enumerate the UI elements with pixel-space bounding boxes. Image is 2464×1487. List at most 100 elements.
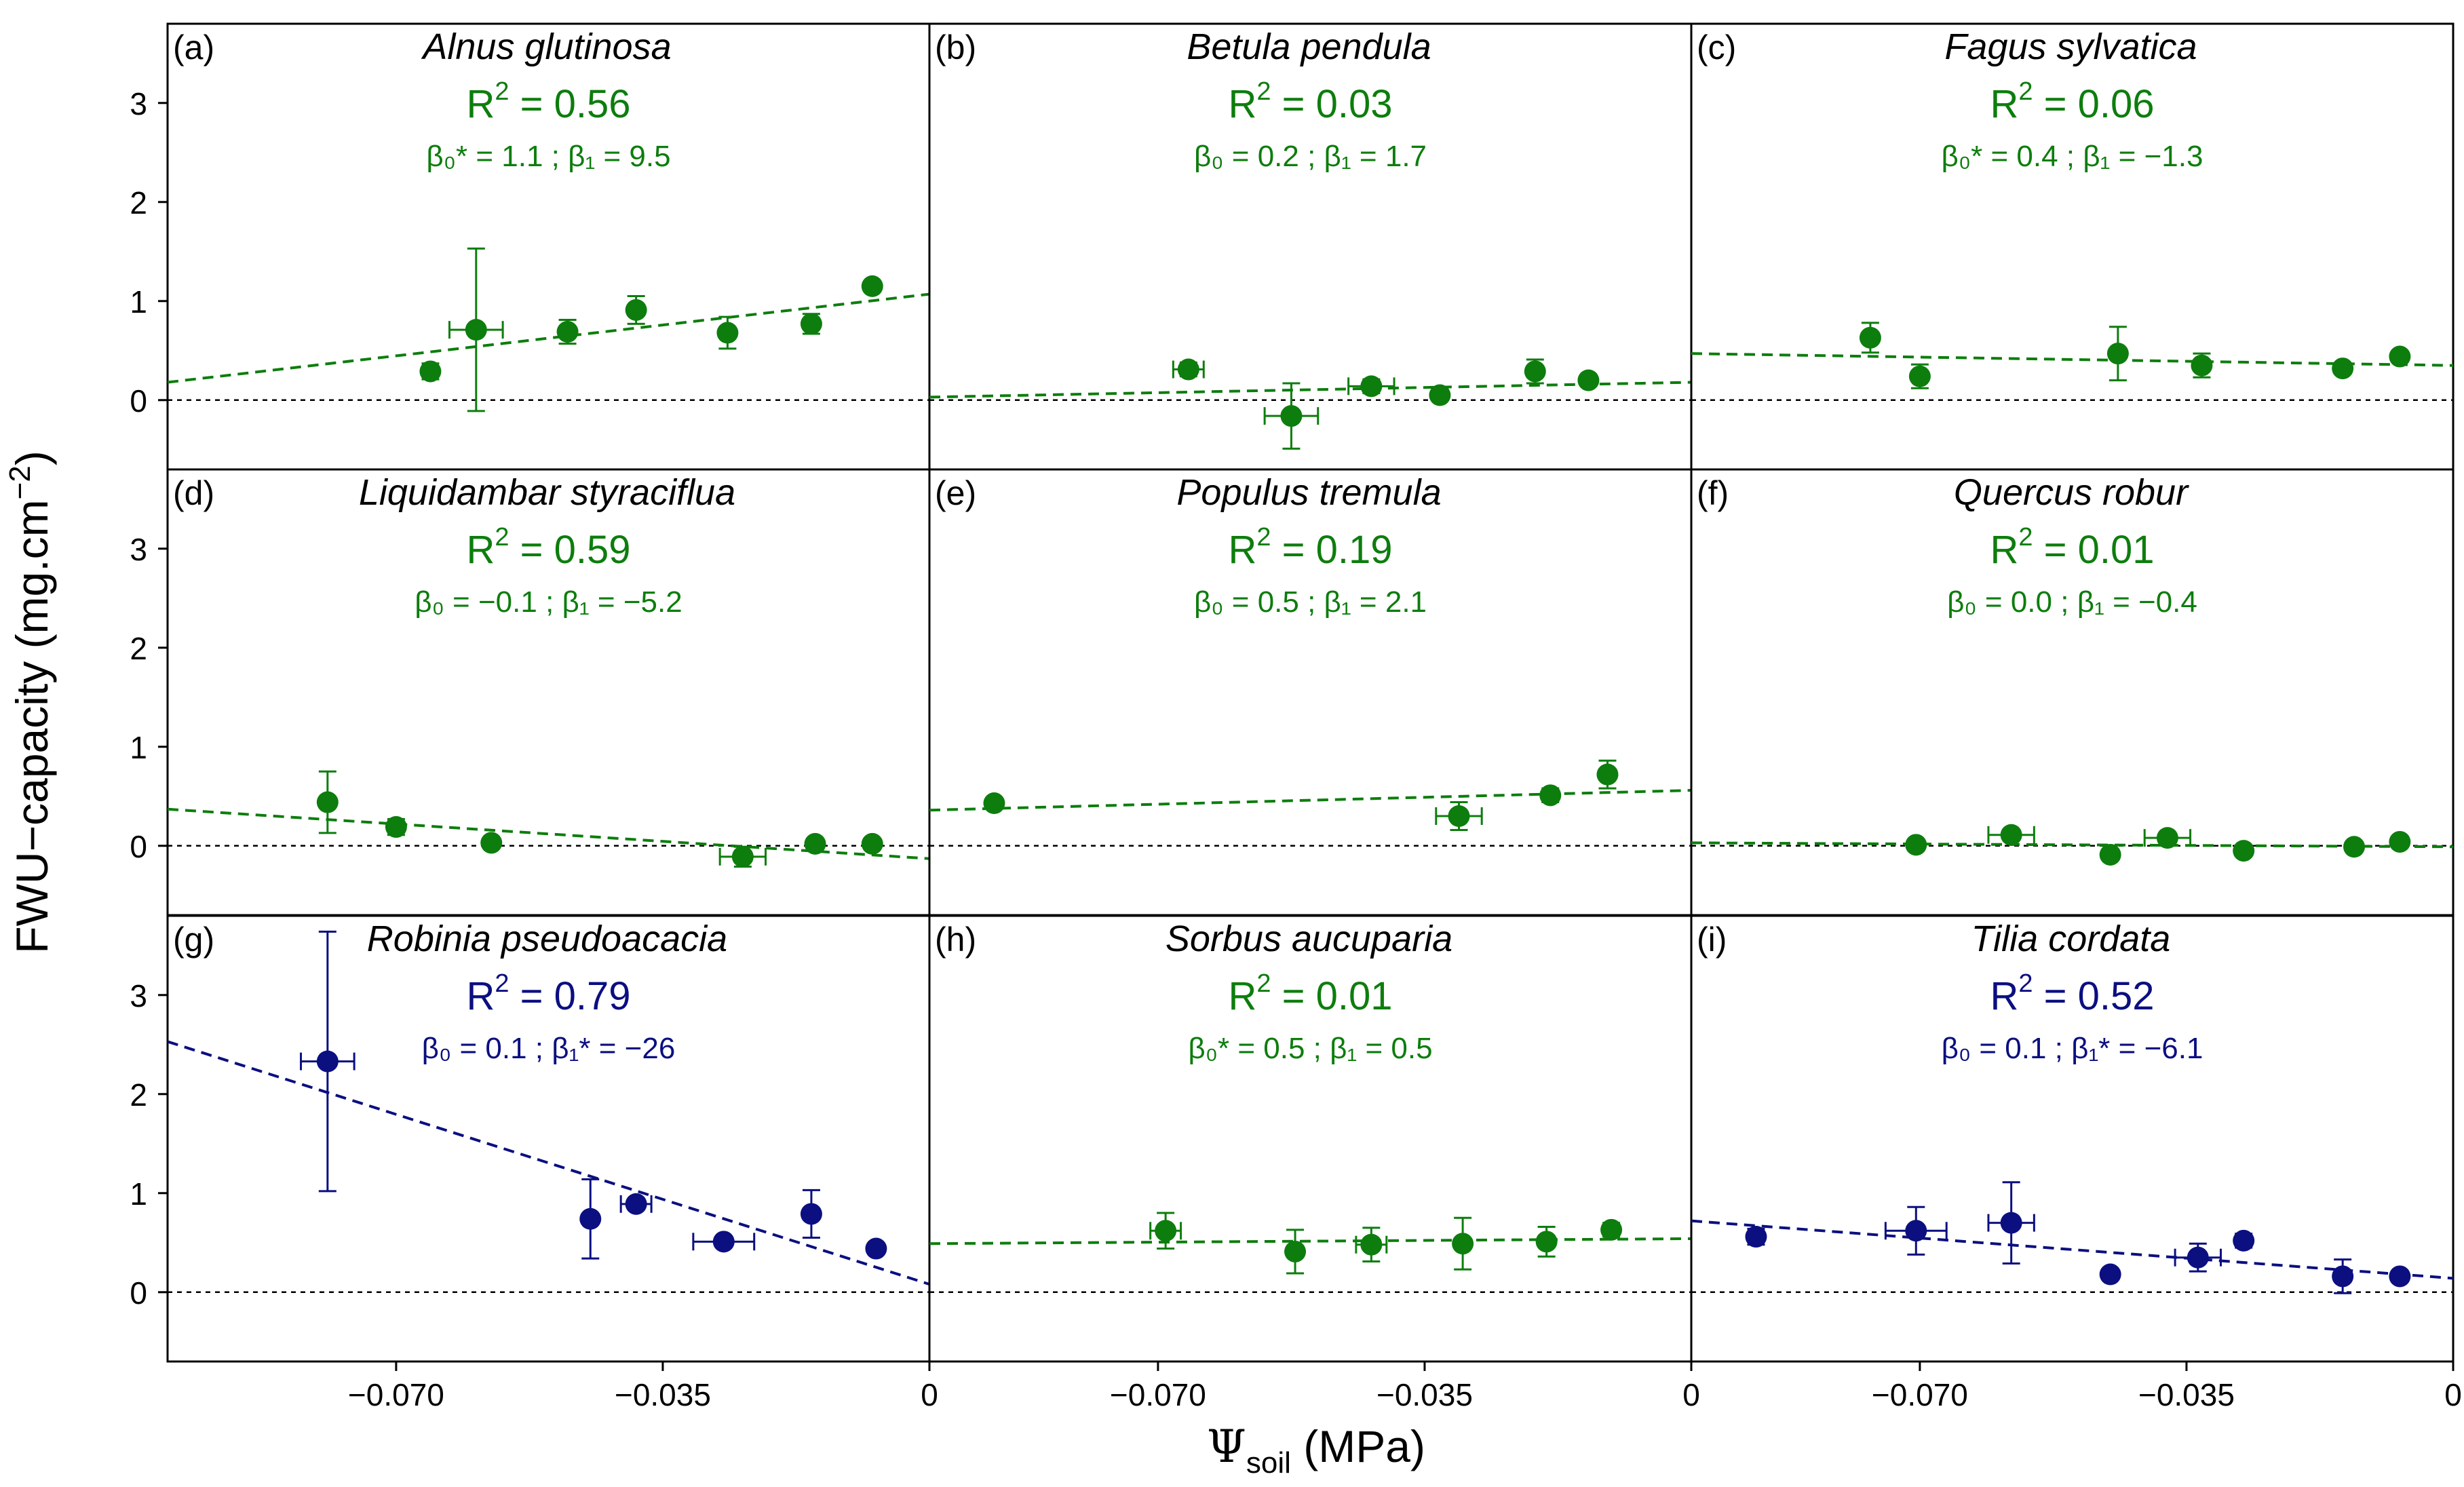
data-point (731, 845, 754, 868)
r-squared-symbol: R (1990, 528, 2018, 572)
data-point (2233, 840, 2255, 862)
r-squared-equals: = (509, 974, 554, 1018)
y-axis-title-close: ) (7, 450, 57, 465)
beta0-label: β₀ = (415, 585, 478, 619)
data-point (1155, 1220, 1177, 1242)
data-point (865, 1237, 887, 1260)
data-point (419, 360, 442, 383)
x-axis-title: Ψsoil (MPa) (1207, 1421, 1425, 1480)
beta0-label: β₀ = (1942, 1032, 2005, 1065)
species-title: Liquidambar styraciflua (359, 472, 735, 513)
x-tick-label: −0.035 (1377, 1377, 1473, 1412)
y-axis-title-main: FWU−capacity (mg.cm (7, 499, 57, 953)
data-point (800, 1203, 822, 1225)
data-point (983, 792, 1005, 815)
x-tick-label: 0 (2444, 1377, 2462, 1412)
panel-letter: (f) (1697, 474, 1729, 512)
coefficients-label: β₀ = 0.0 ; β₁ = −0.4 (1947, 585, 2197, 619)
r-squared-value: 0.52 (2078, 974, 2155, 1018)
beta1-value: 2.1 (1385, 585, 1427, 619)
beta0-value: 0.5 (1263, 1032, 1305, 1065)
regression-line (167, 292, 930, 384)
coef-separator: ; (2058, 140, 2083, 173)
beta0-value: 0.4 (2016, 140, 2058, 173)
x-tick-label: 0 (1682, 1377, 1700, 1412)
r-squared-equals: = (1271, 974, 1316, 1018)
r-squared-value: 0.06 (2078, 82, 2155, 126)
regression-line (929, 1237, 1692, 1245)
regression-line (1691, 1219, 2454, 1280)
panel-h: 0 −0.070 −0.035 (h) Sorbus aucuparia R2 = 0.0… (928, 914, 1700, 1412)
species-title: Tilia cordata (1971, 919, 2171, 959)
r-squared-symbol: R (466, 974, 495, 1018)
beta1-value: −1.3 (2144, 140, 2203, 173)
data-point (1596, 763, 1619, 786)
regression-line (167, 1040, 930, 1286)
coef-separator: ; (1305, 1032, 1330, 1065)
data-point (1429, 384, 1451, 406)
panel-frame (1690, 914, 2455, 1363)
data-point (1859, 326, 1881, 349)
coef-separator: ; (2046, 1032, 2071, 1065)
r-squared-value: 0.56 (554, 82, 631, 126)
data-point (1452, 1233, 1474, 1255)
data-point (2191, 354, 2213, 376)
panel-g: 0 1 2 3 0 −0.070 −0.035 (g) Robinia pseudoacacia… (130, 914, 938, 1412)
r-squared-label: R2 = 0.06 (1990, 77, 2154, 126)
data-point (2332, 1265, 2354, 1288)
data-point (1600, 1218, 1623, 1241)
regression-line (929, 789, 1692, 812)
r-squared-equals: = (1271, 528, 1316, 572)
data-point (2389, 830, 2411, 853)
r-squared-exponent: 2 (2018, 77, 2033, 106)
beta0-value: 0.1 (485, 1032, 526, 1065)
r-squared-label: R2 = 0.03 (1228, 77, 1392, 126)
coefficients-label: β₀ = 0.5 ; β₁ = 2.1 (1194, 585, 1427, 619)
y-tick-label: 3 (130, 86, 147, 121)
species-title: Robinia pseudoacacia (367, 919, 727, 959)
r-squared-symbol: R (1228, 974, 1256, 1018)
data-point (385, 816, 407, 838)
data-point (1360, 375, 1383, 398)
x-tick-label: −0.035 (2138, 1377, 2235, 1412)
data-point (2389, 1265, 2411, 1288)
r-squared-exponent: 2 (495, 77, 509, 106)
r-squared-exponent: 2 (2018, 523, 2033, 552)
beta0-label: β₀* = (1942, 140, 2017, 173)
beta0-value: −0.1 (478, 585, 537, 619)
panel-letter: (c) (1697, 28, 1736, 66)
r-squared-exponent: 2 (1256, 523, 1271, 552)
data-point (1360, 1233, 1383, 1256)
data-point (2233, 1229, 2255, 1252)
r-squared-value: 0.79 (554, 974, 631, 1018)
r-squared-symbol: R (1990, 82, 2018, 126)
coefficients-label: β₀* = 1.1 ; β₁ = 9.5 (426, 140, 670, 173)
x-axis-title-psi: Ψ (1207, 1421, 1246, 1473)
beta0-value: 0.2 (1258, 140, 1299, 173)
species-title: Populus tremula (1176, 472, 1441, 513)
beta1-label: β₁ = (1324, 140, 1385, 173)
r-squared-label: R2 = 0.56 (466, 77, 630, 126)
data-point (1539, 784, 1562, 807)
x-tick-label: −0.070 (348, 1377, 444, 1412)
regression-line (1691, 352, 2454, 367)
beta0-value: 1.1 (501, 140, 543, 173)
beta0-value: 0.0 (2011, 585, 2052, 619)
beta0-label: β₀* = (1188, 1032, 1263, 1065)
beta0-label: β₀ = (1947, 585, 2011, 619)
regression-line (167, 807, 930, 860)
panel-letter: (i) (1697, 921, 1727, 959)
data-point (2332, 358, 2354, 380)
y-tick-label: 2 (130, 1077, 147, 1113)
y-tick-label: 0 (130, 829, 147, 864)
data-point (480, 832, 503, 854)
data-point (2099, 1263, 2121, 1286)
beta1-value: 1.7 (1385, 140, 1427, 173)
r-squared-value: 0.59 (554, 528, 631, 572)
coef-separator: ; (543, 140, 568, 173)
data-point (1448, 805, 1470, 827)
data-point (1280, 405, 1303, 427)
data-point (2099, 843, 2121, 866)
